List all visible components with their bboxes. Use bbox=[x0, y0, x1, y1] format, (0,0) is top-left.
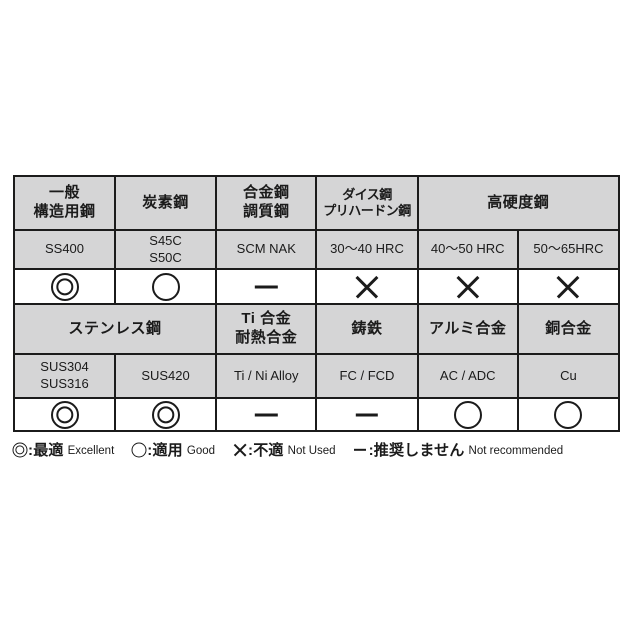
legend-label-jp: :不適 bbox=[248, 442, 284, 459]
excellent-icon bbox=[12, 442, 27, 457]
category-row-bottom: ステンレス鋼 Ti 合金 耐熱合金 鋳鉄 アルミ合金 銅合金 bbox=[12, 303, 621, 355]
legend-label-en: Good bbox=[186, 444, 216, 457]
category-cell-copper-alloy: 銅合金 bbox=[516, 303, 621, 355]
rating-icon bbox=[252, 401, 280, 429]
grade-cell: SS400 bbox=[12, 229, 117, 270]
rating-row-bottom bbox=[12, 397, 621, 432]
grade-cell: Cu bbox=[516, 353, 621, 399]
dash-icon bbox=[353, 442, 368, 457]
cross-icon bbox=[232, 442, 247, 457]
legend-label-jp: :最適 bbox=[28, 442, 64, 459]
grade-cell: 50～65HRC bbox=[516, 229, 621, 270]
grade-cell: Ti / Ni Alloy bbox=[215, 353, 318, 399]
grade-cell: 30～40 HRC bbox=[315, 229, 419, 270]
legend-item-good: :適用 Good bbox=[131, 439, 215, 460]
category-cell-aluminum-alloy: アルミ合金 bbox=[416, 303, 519, 355]
rating-icon bbox=[454, 401, 482, 429]
rating-icon bbox=[554, 401, 582, 429]
rating-icon bbox=[51, 401, 79, 429]
rating-cell bbox=[315, 397, 419, 432]
rating-row-top bbox=[12, 268, 621, 305]
grade-row-bottom: SUS304 SUS316 SUS420 Ti / Ni Alloy FC / … bbox=[12, 353, 621, 399]
category-cell-stainless-steel: ステンレス鋼 bbox=[12, 303, 218, 355]
category-cell-cast-iron: 鋳鉄 bbox=[315, 303, 419, 355]
grade-cell: AC / ADC bbox=[416, 353, 519, 399]
rating-cell bbox=[416, 397, 519, 432]
rating-icon bbox=[152, 401, 180, 429]
legend-label-jp: :推奨しません bbox=[368, 442, 465, 459]
material-compatibility-table: 一般 構造用鋼 炭素鋼 合金鋼 調質鋼 ダイス鋼 プリハードン鋼 高硬度鋼 SS… bbox=[12, 175, 621, 432]
rating-cell bbox=[516, 397, 621, 432]
grade-cell: SUS420 bbox=[114, 353, 218, 399]
rating-cell bbox=[215, 397, 318, 432]
grade-cell: SCM NAK bbox=[215, 229, 318, 270]
rating-icon bbox=[554, 273, 582, 301]
rating-icon bbox=[454, 273, 482, 301]
grade-cell: FC / FCD bbox=[315, 353, 419, 399]
category-cell-high-hardness-steel: 高硬度鋼 bbox=[416, 175, 621, 231]
grade-cell: SUS304 SUS316 bbox=[12, 353, 117, 399]
legend-label-en: Not Used bbox=[287, 444, 336, 457]
grade-cell: 40～50 HRC bbox=[416, 229, 519, 270]
legend-label-en: Excellent bbox=[67, 444, 115, 457]
category-row-top: 一般 構造用鋼 炭素鋼 合金鋼 調質鋼 ダイス鋼 プリハードン鋼 高硬度鋼 bbox=[12, 175, 621, 231]
rating-cell bbox=[12, 397, 117, 432]
category-cell-die-steel: ダイス鋼 プリハードン鋼 bbox=[315, 175, 419, 231]
rating-cell bbox=[114, 397, 218, 432]
legend-label-jp: :適用 bbox=[147, 442, 183, 459]
rating-cell bbox=[315, 268, 419, 305]
rating-cell bbox=[114, 268, 218, 305]
good-icon bbox=[131, 442, 146, 457]
rating-cell bbox=[215, 268, 318, 305]
rating-cell bbox=[516, 268, 621, 305]
grade-cell: S45C S50C bbox=[114, 229, 218, 270]
rating-legend: :最適 Excellent :適用 Good :不適 Not Used :推奨し… bbox=[12, 439, 622, 460]
rating-cell bbox=[416, 268, 519, 305]
rating-cell bbox=[12, 268, 117, 305]
category-cell-carbon-steel: 炭素鋼 bbox=[114, 175, 218, 231]
legend-item-not-used: :不適 Not Used bbox=[232, 439, 336, 460]
rating-icon bbox=[51, 273, 79, 301]
legend-item-not-recommended: :推奨しません Not recommended bbox=[353, 439, 564, 460]
legend-item-excellent: :最適 Excellent bbox=[12, 439, 114, 460]
legend-label-en: Not recommended bbox=[468, 444, 564, 457]
grade-row-top: SS400 S45C S50C SCM NAK 30～40 HRC 40～50 … bbox=[12, 229, 621, 270]
rating-icon bbox=[353, 401, 381, 429]
rating-icon bbox=[252, 273, 280, 301]
category-cell-general-structural-steel: 一般 構造用鋼 bbox=[12, 175, 117, 231]
category-cell-alloy-steel: 合金鋼 調質鋼 bbox=[215, 175, 318, 231]
rating-icon bbox=[152, 273, 180, 301]
rating-icon bbox=[353, 273, 381, 301]
category-cell-ti-alloy: Ti 合金 耐熱合金 bbox=[215, 303, 318, 355]
